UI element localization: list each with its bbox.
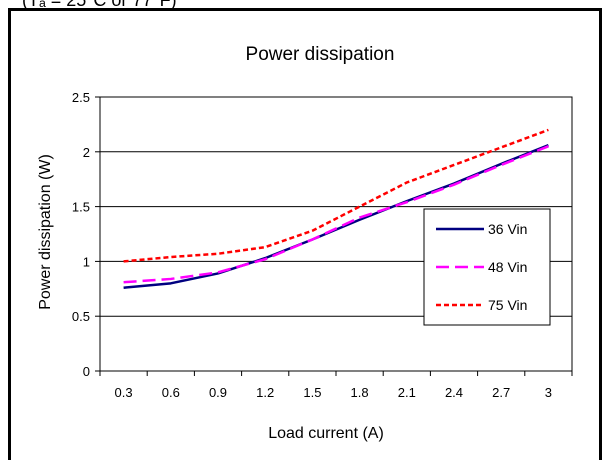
legend-label: 48 Vin (488, 259, 527, 275)
x-tick-label: 0.3 (115, 385, 133, 400)
x-tick-label: 1.2 (256, 385, 274, 400)
x-tick-label: 2.4 (445, 385, 463, 400)
chart-frame (8, 8, 602, 460)
x-axis-label: Load current (A) (268, 425, 384, 442)
legend-label: 75 Vin (488, 297, 527, 313)
temperature-caption: (Tₐ = 25°C or 77°F) (22, 0, 177, 10)
y-tick-label: 0.5 (72, 309, 90, 324)
series-line-2 (123, 128, 549, 263)
y-tick-label: 2 (83, 145, 90, 160)
x-tick-label: 0.6 (162, 385, 180, 400)
y-axis-label: Power dissipation (W) (37, 154, 54, 310)
y-tick-label: 0 (83, 364, 90, 379)
y-tick-label: 1 (83, 254, 90, 269)
x-tick-label: 1.8 (351, 385, 369, 400)
x-tick-label: 2.7 (492, 385, 510, 400)
x-tick-label: 0.9 (209, 385, 227, 400)
x-tick-label: 2.1 (398, 385, 416, 400)
x-tick-label: 3 (545, 385, 552, 400)
y-tick-label: 2.5 (72, 90, 90, 105)
y-tick-label: 1.5 (72, 200, 90, 215)
legend-label: 36 Vin (488, 221, 527, 237)
series-line-1 (123, 145, 549, 284)
chart-title: Power dissipation (246, 44, 395, 65)
x-tick-label: 1.5 (303, 385, 321, 400)
